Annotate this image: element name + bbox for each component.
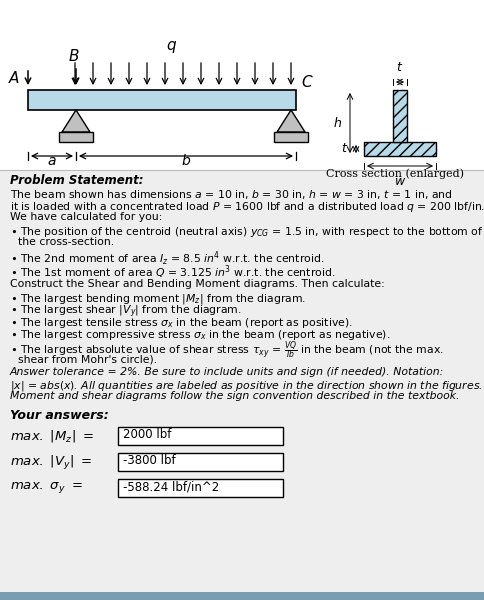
FancyBboxPatch shape (118, 479, 283, 497)
Bar (393, 90, 407, 142)
Text: $\bullet$ The position of the centroid (neutral axis) $y_{CG}$ = 1.5 in, with re: $\bullet$ The position of the centroid (… (10, 225, 484, 239)
Text: Answer tolerance = 2%. Be sure to include units and sign (if needed). Notation:: Answer tolerance = 2%. Be sure to includ… (10, 367, 444, 377)
Text: Problem Statement:: Problem Statement: (10, 174, 143, 187)
Text: shear from Mohr's circle).: shear from Mohr's circle). (18, 354, 157, 364)
Text: The beam shown has dimensions $a$ = 10 in, $b$ = 30 in, $h$ = $w$ = 3 in, $t$ = : The beam shown has dimensions $a$ = 10 i… (10, 188, 453, 201)
Bar (364, 142, 436, 156)
Bar (274, 132, 308, 142)
Text: $A$: $A$ (8, 70, 20, 86)
Text: $\bullet$ The largest shear $|V_y|$ from the diagram.: $\bullet$ The largest shear $|V_y|$ from… (10, 304, 242, 320)
Text: $B$: $B$ (68, 48, 80, 64)
Text: $C$: $C$ (301, 74, 314, 90)
Bar (364, 142, 436, 156)
Text: it is loaded with a concentrated load $P$ = 1600 lbf and a distributed load $q$ : it is loaded with a concentrated load $P… (10, 200, 484, 214)
Text: $h$: $h$ (333, 116, 342, 130)
Text: $\bullet$ The largest tensile stress $\sigma_x$ in the beam (report as positive): $\bullet$ The largest tensile stress $\s… (10, 316, 353, 330)
Bar (0, 170, 484, 600)
Text: $w$: $w$ (394, 175, 406, 188)
FancyBboxPatch shape (118, 453, 283, 471)
Text: $b$: $b$ (181, 153, 191, 168)
FancyBboxPatch shape (118, 427, 283, 445)
Text: Construct the Shear and Bending Moment diagrams. Then calculate:: Construct the Shear and Bending Moment d… (10, 279, 385, 289)
Text: $\mathit{max.}\ |M_z|\ =$: $\mathit{max.}\ |M_z|\ =$ (10, 428, 94, 444)
Text: $t$: $t$ (396, 61, 404, 74)
Text: $|x|$ = $abs(x)$. All quantities are labeled as positive in the direction shown : $|x|$ = $abs(x)$. All quantities are lab… (10, 379, 483, 393)
Text: $\bullet$ The largest compressive stress $\sigma_x$ in the beam (report as negat: $\bullet$ The largest compressive stress… (10, 328, 390, 342)
Text: Your answers:: Your answers: (10, 409, 109, 422)
Text: $t$: $t$ (341, 142, 348, 155)
Text: $\mathit{max.}\ |V_y|\ =$: $\mathit{max.}\ |V_y|\ =$ (10, 454, 92, 472)
Text: the cross-section.: the cross-section. (18, 237, 114, 247)
Text: 2000 lbf: 2000 lbf (123, 428, 171, 441)
Text: $\bullet$ The 1st moment of area $Q$ = 3.125 $in^3$ w.r.t. the centroid.: $\bullet$ The 1st moment of area $Q$ = 3… (10, 263, 335, 281)
Bar (0, 0, 484, 170)
Text: $\bullet$ The 2nd moment of area $I_z$ = 8.5 $in^4$ w.r.t. the centroid.: $\bullet$ The 2nd moment of area $I_z$ =… (10, 250, 324, 268)
Text: $a$: $a$ (47, 154, 57, 168)
Polygon shape (277, 110, 305, 132)
Text: -588.24 lbf/in^2: -588.24 lbf/in^2 (123, 480, 219, 493)
Bar (0, 592, 484, 600)
Text: We have calculated for you:: We have calculated for you: (10, 212, 162, 222)
Text: Moment and shear diagrams follow the sign convention described in the textbook.: Moment and shear diagrams follow the sig… (10, 391, 459, 401)
Bar (59, 132, 93, 142)
Text: $\bullet$ The largest bending moment $|M_z|$ from the diagram.: $\bullet$ The largest bending moment $|M… (10, 292, 306, 306)
Bar (393, 90, 407, 142)
Text: Cross section (enlarged): Cross section (enlarged) (326, 168, 464, 179)
Text: $q$: $q$ (166, 39, 178, 55)
Text: $\mathit{max.}\ \sigma_y\ =$: $\mathit{max.}\ \sigma_y\ =$ (10, 480, 83, 495)
Polygon shape (62, 110, 90, 132)
Bar (28, 90, 296, 110)
Text: $\bullet$ The largest absolute value of shear stress $\tau_{xy}$ = $\frac{VQ}{Ib: $\bullet$ The largest absolute value of … (10, 340, 444, 362)
Text: -3800 lbf: -3800 lbf (123, 454, 176, 467)
